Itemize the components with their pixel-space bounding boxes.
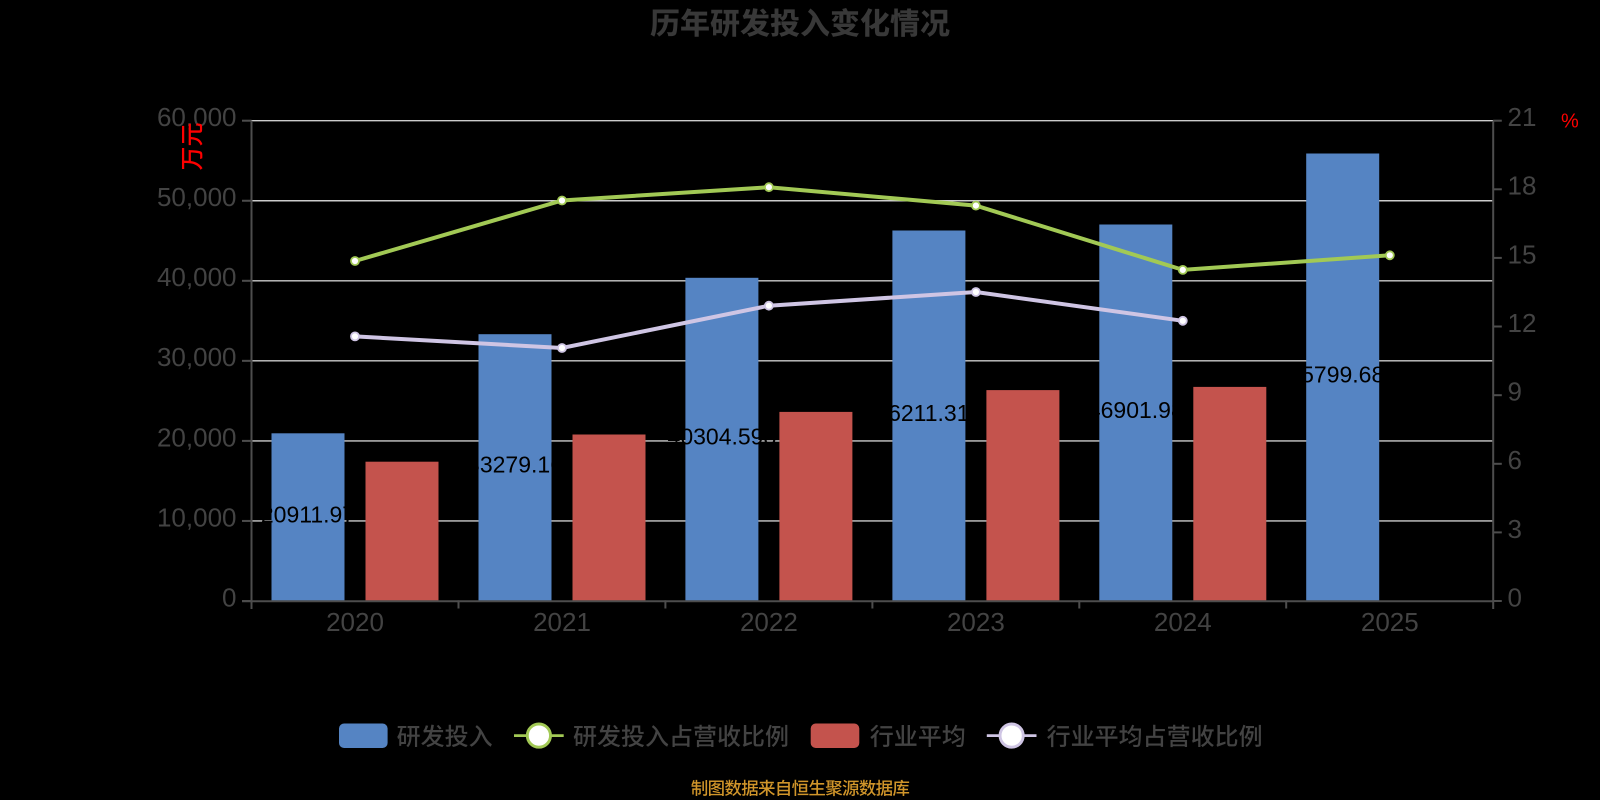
svg-text:55799.687: 55799.687 — [1288, 361, 1397, 387]
svg-text:6: 6 — [1508, 445, 1522, 475]
svg-text:2021: 2021 — [533, 607, 591, 637]
svg-text:%: % — [1561, 111, 1579, 133]
svg-text:40,000: 40,000 — [157, 262, 237, 292]
svg-text:60,000: 60,000 — [157, 102, 237, 132]
svg-text:30,000: 30,000 — [157, 342, 237, 372]
svg-text:46211.312: 46211.312 — [875, 400, 982, 426]
svg-text:18: 18 — [1508, 171, 1537, 201]
svg-text:9: 9 — [1508, 377, 1522, 407]
svg-text:40304.598: 40304.598 — [668, 424, 777, 450]
svg-text:12: 12 — [1508, 308, 1537, 338]
svg-text:46901.98: 46901.98 — [1088, 397, 1184, 423]
svg-text:10,000: 10,000 — [157, 502, 237, 532]
svg-text:3: 3 — [1508, 514, 1522, 544]
svg-text:2020: 2020 — [326, 607, 384, 637]
svg-text:2025: 2025 — [1361, 607, 1419, 637]
svg-text:20,000: 20,000 — [157, 422, 237, 452]
svg-text:33279.16: 33279.16 — [467, 452, 563, 478]
svg-text:0: 0 — [222, 582, 236, 612]
svg-text:15: 15 — [1508, 239, 1537, 269]
svg-text:2022: 2022 — [740, 607, 798, 637]
svg-text:20911.97: 20911.97 — [261, 501, 355, 527]
svg-text:50,000: 50,000 — [157, 182, 237, 212]
svg-text:0: 0 — [1508, 582, 1522, 612]
svg-text:2024: 2024 — [1154, 607, 1212, 637]
svg-text:2023: 2023 — [947, 607, 1005, 637]
svg-text:21: 21 — [1508, 102, 1537, 132]
